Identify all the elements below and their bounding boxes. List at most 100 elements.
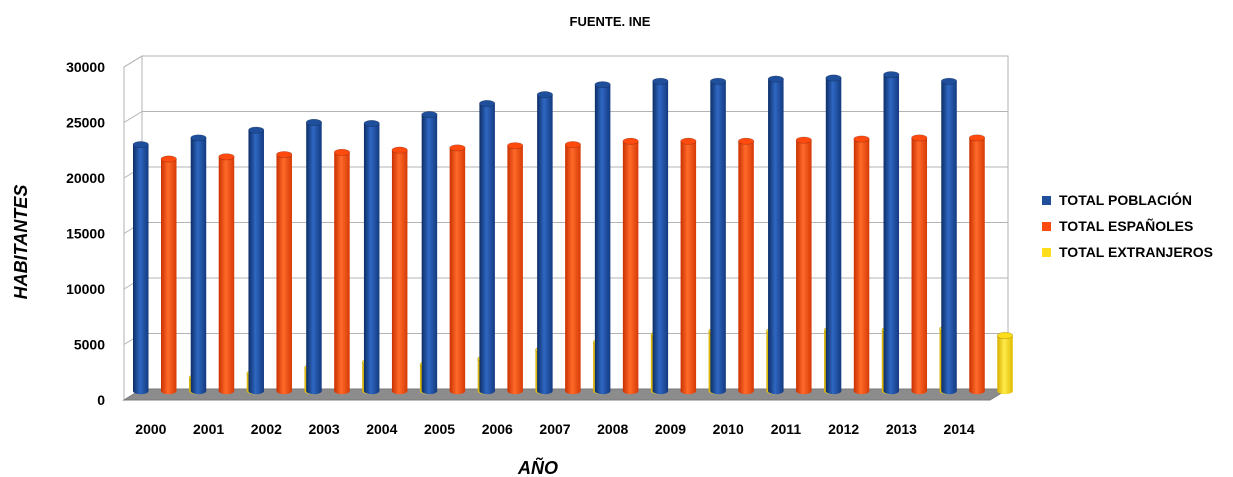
bar-body xyxy=(997,335,1013,391)
bar-body xyxy=(652,81,669,391)
x-tick-label: 2007 xyxy=(539,421,570,437)
bar-body xyxy=(796,140,812,391)
bar-top xyxy=(363,119,380,127)
legend-swatch xyxy=(1042,221,1051,231)
bar-top xyxy=(622,137,639,145)
bar-top xyxy=(479,100,496,108)
bar-body xyxy=(218,156,235,391)
bar-top xyxy=(507,142,524,150)
bar xyxy=(479,100,496,395)
bar xyxy=(968,134,986,395)
bar-top xyxy=(132,141,149,149)
bar xyxy=(507,142,524,395)
bar-top xyxy=(968,134,986,142)
bar xyxy=(652,77,669,395)
gridline-side xyxy=(123,55,143,68)
bar-top xyxy=(652,77,669,85)
bar-bottom xyxy=(768,387,784,395)
legend-item: TOTAL ESPAÑOLES xyxy=(1042,213,1213,239)
bar-top xyxy=(911,134,928,142)
bar-top xyxy=(564,141,581,149)
bar-top xyxy=(853,135,870,143)
bar xyxy=(536,91,553,395)
bar-top xyxy=(536,91,553,99)
x-tick-label: 2003 xyxy=(308,421,339,437)
bar-top xyxy=(333,148,351,156)
bar-bottom xyxy=(622,387,639,395)
x-tick-label: 2005 xyxy=(424,421,455,437)
bar-body xyxy=(276,154,292,391)
bar-bottom xyxy=(276,387,292,395)
x-tick-label: 2000 xyxy=(135,421,166,437)
bar xyxy=(132,141,149,395)
bar-body xyxy=(911,137,928,391)
bar-bottom xyxy=(479,387,495,395)
x-tick-label: 2012 xyxy=(828,421,859,437)
x-tick-label: 2004 xyxy=(366,421,397,437)
bar-bottom xyxy=(190,387,207,395)
legend-swatch xyxy=(1042,247,1051,257)
bar-top xyxy=(883,71,900,79)
legend-item: TOTAL POBLACIÓN xyxy=(1042,187,1213,213)
legend: TOTAL POBLACIÓN TOTAL ESPAÑOLES TOTAL EX… xyxy=(1042,187,1213,265)
bar-bottom xyxy=(796,387,812,395)
legend-label: TOTAL ESPAÑOLES xyxy=(1059,218,1194,234)
bar-top xyxy=(276,151,293,159)
bar-bottom xyxy=(738,387,754,395)
bar xyxy=(710,77,727,395)
bar-bottom xyxy=(680,387,697,395)
bar xyxy=(421,111,438,395)
bar-top xyxy=(190,134,207,142)
bar xyxy=(622,137,639,395)
y-tick-label: 0 xyxy=(97,392,105,408)
legend-item: TOTAL EXTRANJEROS xyxy=(1042,239,1213,265)
bar-bottom xyxy=(218,387,235,395)
bar-top xyxy=(996,331,1014,339)
bar-top xyxy=(594,81,611,89)
x-tick-label: 2002 xyxy=(251,421,282,437)
bar-top xyxy=(248,126,265,134)
bar-body xyxy=(133,144,149,391)
bar-bottom xyxy=(710,387,726,395)
legend-label: TOTAL EXTRANJEROS xyxy=(1059,244,1214,260)
bar-bottom xyxy=(825,387,842,395)
legend-label: TOTAL POBLACIÓN xyxy=(1059,192,1192,208)
bar-top xyxy=(680,137,697,145)
chart-title: FUENTE. INE xyxy=(570,14,651,29)
bar xyxy=(825,74,842,395)
bar-top xyxy=(825,74,842,82)
x-tick-label: 2013 xyxy=(886,421,917,437)
x-tick-label: 2008 xyxy=(597,421,628,437)
bar-top xyxy=(710,77,727,85)
bar xyxy=(767,75,784,395)
bar-body xyxy=(969,137,985,391)
bar-bottom xyxy=(594,387,611,395)
y-tick-labels: 0 5000 10000 15000 20000 25000 30000 xyxy=(66,59,105,408)
bar-body xyxy=(449,147,466,391)
bar-top xyxy=(795,136,812,144)
bar-body xyxy=(248,130,264,391)
bar-bottom xyxy=(853,387,870,395)
bar-top xyxy=(767,75,784,83)
bar xyxy=(738,137,755,395)
y-tick-label: 5000 xyxy=(74,337,105,353)
bar xyxy=(564,141,581,395)
legend-swatch xyxy=(1042,195,1051,205)
bar xyxy=(363,119,380,395)
bar xyxy=(594,81,611,395)
bar-bottom xyxy=(911,387,928,395)
gridline-side xyxy=(123,111,143,123)
y-tick-label: 20000 xyxy=(66,170,105,186)
bar xyxy=(996,331,1014,395)
bar-body xyxy=(161,159,177,391)
bar-bottom xyxy=(248,387,264,395)
bar xyxy=(218,153,235,395)
bar-body xyxy=(825,77,842,391)
y-tick-label: 25000 xyxy=(66,115,105,131)
bar xyxy=(853,135,870,395)
bar-bottom xyxy=(391,387,408,395)
x-axis-label: AÑO xyxy=(517,457,558,477)
bar-top xyxy=(218,153,235,161)
bar xyxy=(190,134,207,395)
